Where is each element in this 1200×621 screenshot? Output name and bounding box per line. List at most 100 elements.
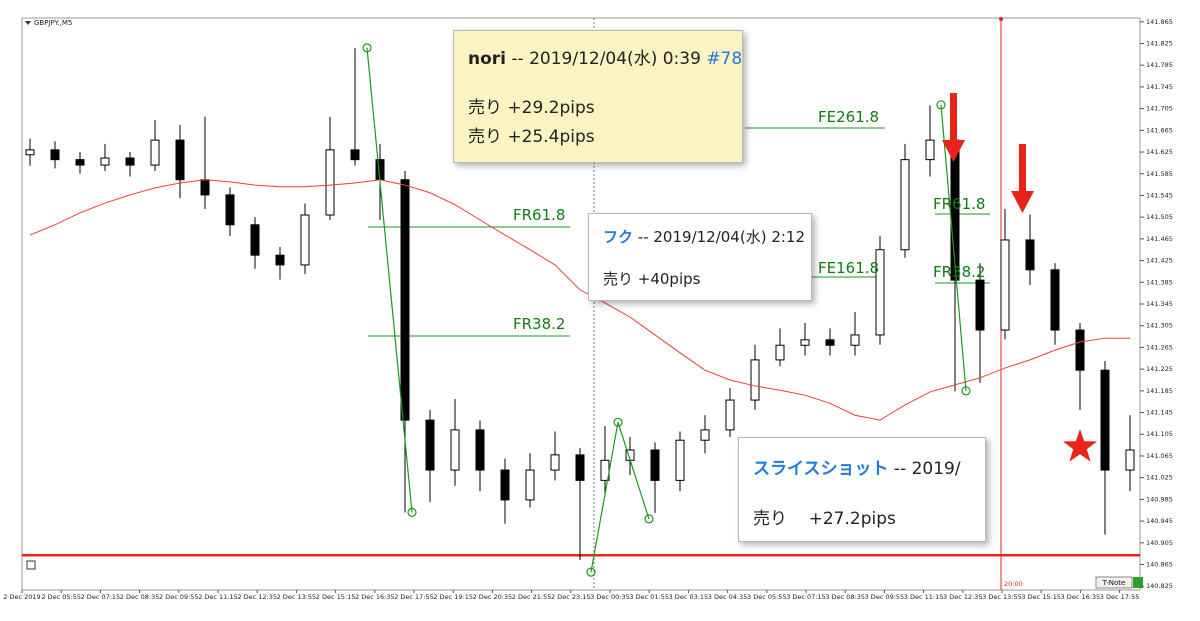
note-line: 売り +27.2pips [753, 509, 896, 529]
candle-body [725, 399, 735, 431]
x-tick-label: 3 Dec 17:55 [1100, 593, 1140, 601]
y-tick-label: 141.705 [1146, 105, 1173, 113]
arrow-head [1011, 191, 1034, 213]
note-ref[interactable]: #78 [706, 49, 743, 69]
y-tick-label: 140.865 [1146, 560, 1173, 568]
y-tick-label: 141.785 [1146, 61, 1173, 69]
note-author: nori [468, 49, 506, 69]
note-card: nori -- 2019/12/04(水) 0:39 #78 売り +29.2p… [453, 30, 743, 163]
status-box [26, 560, 36, 570]
fib-label: FR61.8 [513, 206, 566, 224]
candle-body [25, 149, 35, 156]
candle-body [475, 429, 485, 471]
x-tick-label: 3 Dec 03:15 [669, 593, 709, 601]
zigzag-point [362, 43, 372, 53]
y-tick-label: 140.985 [1146, 495, 1173, 503]
y-tick-label: 141.225 [1146, 365, 1173, 373]
candle-body [350, 149, 360, 161]
candle-body [275, 254, 285, 266]
candle-body [200, 179, 210, 196]
tnote-label[interactable]: T-Note [1102, 579, 1126, 587]
note-author: スライスショット [753, 459, 889, 479]
candle-body [50, 149, 60, 161]
x-tick-label: 2 Dec 15:15 [316, 593, 356, 601]
candle-body [1025, 239, 1035, 271]
arrow-head [942, 140, 965, 162]
zigzag-line [940, 104, 967, 391]
candle-body [250, 224, 260, 256]
x-tick-label: 3 Dec 07:15 [786, 593, 826, 601]
candle-body [800, 339, 810, 346]
x-tick-label: 3 Dec 08:35 [825, 593, 865, 601]
zigzag-point [644, 514, 654, 524]
zigzag-line [366, 47, 413, 513]
menu-triangle [25, 21, 31, 25]
x-tick-label: 3 Dec 05:55 [747, 593, 787, 601]
candle-body [575, 454, 585, 481]
x-tick-label: 2 Dec 07:15 [81, 593, 121, 601]
x-tick-label: 3 Dec 13:55 [982, 593, 1022, 601]
tnote-icon[interactable] [1133, 577, 1143, 588]
candle-body [525, 469, 535, 501]
note-card: スライスショット -- 2019/ 売り +27.2pips [738, 437, 986, 542]
y-tick-label: 141.025 [1146, 474, 1173, 482]
candle-body [425, 419, 435, 471]
moving-average [29, 179, 1130, 421]
candle-body [400, 179, 410, 421]
candle-body [900, 159, 910, 251]
candle-body [1100, 369, 1110, 471]
y-tick-label: 141.345 [1146, 300, 1173, 308]
x-tick-label: 2 Dec 21:55 [512, 593, 552, 601]
x-tick-label: 2 Dec 12:35 [237, 593, 277, 601]
fib-label: FE261.8 [818, 108, 880, 126]
y-tick-label: 140.945 [1146, 517, 1173, 525]
fib-label: FE161.8 [818, 259, 880, 277]
candle-body [125, 157, 135, 166]
y-tick-label: 141.585 [1146, 170, 1173, 178]
zigzag-point [613, 417, 623, 427]
arrow-shaft [950, 93, 957, 143]
note-line: 売り +25.4pips [468, 127, 595, 147]
candle-body [550, 454, 560, 471]
candle-body [1075, 329, 1085, 371]
candle-body [100, 157, 110, 166]
x-tick-label: 2 Dec 05:55 [41, 593, 81, 601]
candle-body [875, 249, 885, 336]
y-tick-label: 141.865 [1146, 18, 1173, 26]
x-tick-label: 3 Dec 12:35 [943, 593, 983, 601]
x-tick-label: 2 Dec 11:15 [198, 593, 238, 601]
x-tick-label: 3 Dec 15:15 [1021, 593, 1061, 601]
y-tick-label: 141.145 [1146, 409, 1173, 417]
fib-label: FR38.2 [933, 263, 986, 281]
y-tick-label: 141.465 [1146, 235, 1173, 243]
x-tick-label: 2 Dec 09:55 [159, 593, 199, 601]
symbol-label: GBPJPY.,M5 [34, 19, 72, 27]
candle-body [675, 439, 685, 481]
candle-body [850, 334, 860, 346]
candle-body [975, 279, 985, 331]
x-tick-label: 2 Dec 16:35 [355, 593, 395, 601]
y-tick-label: 141.425 [1146, 257, 1173, 265]
y-tick-label: 141.745 [1146, 83, 1173, 91]
x-tick-label: 2 Dec 20:35 [473, 593, 513, 601]
candle-body [650, 449, 660, 481]
x-tick-label: 3 Dec 04:35 [708, 593, 748, 601]
zigzag-point [407, 507, 417, 517]
candle-body [150, 139, 160, 166]
note-meta: -- 2019/12/04(水) 2:12 [637, 228, 806, 246]
candle-body [300, 214, 310, 266]
tnote-button[interactable] [1095, 576, 1133, 589]
candle-body [1050, 269, 1060, 331]
candle-body [825, 339, 835, 346]
candle-body [450, 429, 460, 471]
zigzag-point [586, 567, 596, 577]
x-tick-label: 3 Dec 16:35 [1061, 593, 1101, 601]
y-tick-label: 141.265 [1146, 343, 1173, 351]
x-tick-label: 3 Dec 01:55 [629, 593, 669, 601]
y-tick-label: 141.385 [1146, 278, 1173, 286]
candle-body [325, 149, 335, 216]
candle-body [75, 159, 85, 166]
x-tick-label: 3 Dec 00:35 [590, 593, 630, 601]
vertical-marker-dot [999, 17, 1003, 21]
y-tick-label: 141.105 [1146, 430, 1173, 438]
